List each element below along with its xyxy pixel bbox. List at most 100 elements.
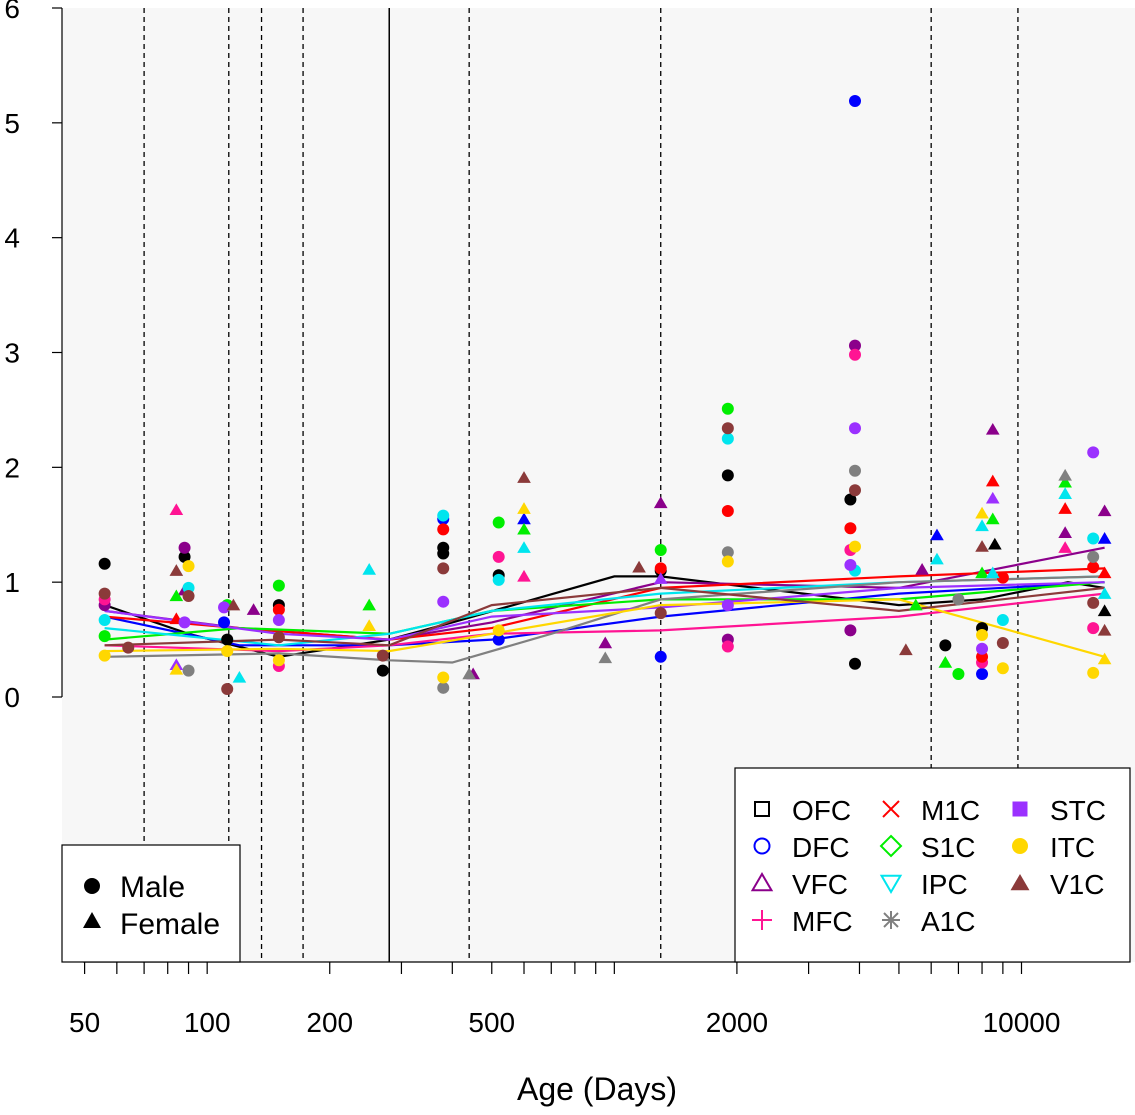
point-mfc-female: [517, 569, 531, 582]
region-legend-box: [734, 767, 1131, 963]
y-tick-label: 4: [4, 223, 20, 254]
point-a1c-female: [462, 667, 476, 680]
point-s1c-male: [272, 579, 285, 592]
point-v1c-male: [437, 562, 450, 575]
point-itc-male: [996, 662, 1009, 675]
point-vfc-female: [246, 603, 261, 615]
point-dfc-male: [492, 633, 505, 646]
region-legend: OFC DFC VFC MFC M1C S1C IPC A1C STC ITC V1C: [734, 767, 1131, 963]
legend-symbol-a1c: [882, 911, 900, 929]
point-m1c-male: [996, 571, 1009, 584]
point-s1c-female: [985, 512, 1000, 525]
point-a1c-male: [1087, 550, 1100, 563]
point-s1c-female: [908, 598, 923, 611]
point-itc-female: [1097, 652, 1112, 665]
point-s1c-male: [492, 516, 505, 529]
y-tick-label: 6: [4, 0, 20, 24]
point-s1c-female: [1058, 475, 1072, 488]
point-v1c-male: [996, 637, 1009, 650]
point-v1c-female: [975, 540, 989, 552]
legend-label-ipc: IPC: [921, 869, 968, 900]
point-itc-male: [182, 560, 195, 573]
point-stc-male: [1087, 446, 1100, 459]
point-ofc-male: [721, 469, 734, 482]
point-m1c-female: [1058, 502, 1072, 514]
point-s1c-male: [654, 544, 667, 557]
x-axis-label: Age (Days): [517, 1071, 677, 1107]
point-ofc-male: [844, 493, 857, 506]
point-vfc-female: [1058, 526, 1072, 538]
point-ipc-female: [1097, 587, 1112, 599]
point-ipc-male: [721, 432, 734, 445]
point-stc-male: [844, 558, 857, 571]
x-tick-label: 500: [468, 1007, 515, 1038]
female-label: Female: [120, 908, 220, 941]
point-v1c-male: [376, 649, 389, 662]
point-vfc-male: [178, 541, 191, 554]
point-ofc-male: [939, 639, 952, 652]
point-ipc-female: [975, 519, 989, 532]
point-a1c-male: [182, 664, 195, 677]
point-stc-male: [721, 599, 734, 612]
x-tick-label: 2000: [706, 1007, 768, 1038]
point-dfc-female: [517, 512, 531, 525]
point-m1c-female: [985, 474, 1000, 487]
sex-legend: Male Female: [61, 844, 241, 963]
point-m1c-male: [654, 562, 667, 575]
y-tick-label: 3: [4, 338, 20, 369]
point-mfc-male: [721, 640, 734, 653]
point-a1c-male: [437, 681, 450, 694]
point-a1c-male: [848, 464, 861, 477]
point-v1c-male: [221, 682, 234, 695]
point-v1c-male: [182, 589, 195, 602]
point-itc-male: [437, 671, 450, 684]
point-ipc-female: [1058, 487, 1072, 499]
point-a1c-female: [598, 651, 613, 664]
point-v1c-male: [272, 631, 285, 644]
legend-label-mfc: MFC: [792, 906, 853, 937]
point-m1c-male: [272, 603, 285, 616]
point-stc-male: [437, 595, 450, 608]
point-vfc-female: [1097, 504, 1112, 517]
point-s1c-female: [169, 589, 184, 602]
sex-legend-box: [61, 844, 241, 963]
point-ofc-male: [178, 550, 191, 563]
trend-line-dfc: [104, 581, 1105, 647]
y-tick-label: 1: [4, 567, 20, 598]
point-v1c-female: [226, 598, 241, 611]
point-itc-female: [169, 662, 184, 675]
point-ipc-female: [930, 552, 944, 565]
legend-symbol-itc: [1012, 838, 1028, 854]
reference-lines: [143, 8, 1019, 962]
point-dfc-male: [976, 668, 989, 681]
point-ipc-female: [232, 670, 247, 683]
y-axis: 0 1 2 3 4 5 6: [4, 0, 62, 713]
point-ipc-male: [98, 614, 111, 627]
point-ofc-male: [221, 633, 234, 646]
x-tick-label: 100: [184, 1007, 231, 1038]
point-v1c-female: [169, 564, 184, 576]
point-itc-male: [848, 540, 861, 553]
trend-line-a1c: [104, 575, 1105, 664]
point-vfc-female: [653, 496, 668, 509]
legend-symbol-v1c: [1010, 874, 1030, 891]
point-stc-male: [178, 616, 191, 629]
x-axis: 50 100 200 500 2000 10000: [69, 962, 1060, 1038]
legend-symbol-ofc: [754, 801, 770, 817]
point-a1c-male: [721, 546, 734, 559]
point-a1c-female: [1058, 468, 1072, 481]
legend-label-v1c: V1C: [1050, 869, 1104, 900]
point-m1c-male: [437, 523, 450, 536]
legend-label-a1c: A1C: [921, 906, 975, 937]
legend-label-ofc: OFC: [792, 795, 851, 826]
point-v1c-male: [122, 641, 135, 654]
point-s1c-male: [721, 402, 734, 415]
point-itc-male: [221, 645, 234, 658]
point-stc-male: [848, 422, 861, 435]
point-m1c-male: [844, 522, 857, 535]
point-vfc-male: [844, 624, 857, 637]
point-itc-female: [975, 506, 989, 519]
point-ofc-male: [376, 664, 389, 677]
point-mfc-female: [1058, 541, 1072, 553]
